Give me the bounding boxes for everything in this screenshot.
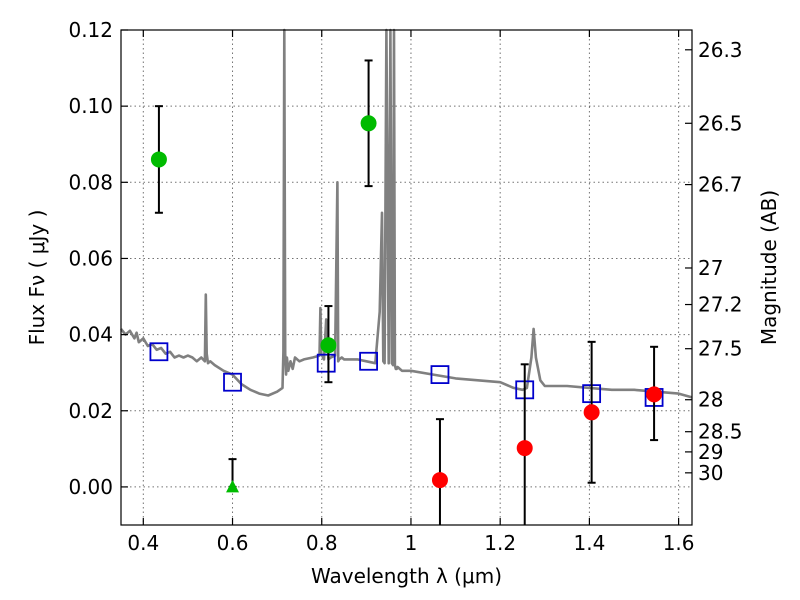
mag-tick-label: 28.5: [698, 420, 743, 444]
x-tick-label: 1: [405, 531, 418, 555]
data-point: [583, 404, 600, 421]
mag-tick-label: 27.2: [698, 293, 743, 317]
mag-tick-label: 27.5: [698, 337, 743, 361]
data-point: [516, 440, 533, 457]
x-tick-label: 1.6: [663, 531, 695, 555]
data-point: [360, 115, 377, 132]
mag-tick-label: 29: [698, 440, 723, 464]
y-axis-label: Flux Fν ( μJy ): [25, 210, 49, 346]
y-tick-label: 0.06: [68, 246, 113, 270]
data-point: [320, 337, 337, 354]
model-photometry-square: [149, 342, 169, 362]
x-tick-label: 1.2: [484, 531, 516, 555]
grid-layer: [121, 29, 692, 525]
errorbar-layer: [154, 59, 659, 525]
model-photometry-square: [223, 372, 242, 392]
spectrum-layer: [119, 28, 693, 399]
mag-tick-label: 26.5: [698, 111, 743, 135]
mag-tick-label: 26.3: [698, 38, 743, 62]
data-point: [150, 151, 167, 168]
data-points-layer: [150, 115, 663, 493]
y-tick-label: 0.10: [68, 94, 113, 118]
model-photometry-layer: [149, 342, 664, 407]
y-tick-label: 0.04: [68, 323, 113, 347]
upper-limit-marker: [226, 479, 240, 493]
axes-layer: [120, 29, 693, 526]
x-tick-label: 0.8: [306, 531, 338, 555]
mag-tick-label: 28: [698, 388, 723, 412]
y-tick-label: 0.00: [68, 475, 113, 499]
plot-frame: [120, 29, 693, 526]
labels-layer: 0.4 0.6 0.8 1 1.2 1.4 1.6 0.00 0.02 0.04 0.06 0.08 0…: [25, 18, 781, 588]
model-photometry-square: [316, 353, 336, 373]
data-point: [431, 472, 448, 489]
mag-tick-label: 27: [698, 256, 723, 280]
model-photometry-square: [430, 365, 450, 384]
x-tick-label: 0.6: [217, 531, 249, 555]
mag-tick-label: 30: [698, 461, 723, 485]
x-tick-label: 1.4: [573, 531, 605, 555]
data-point: [646, 386, 663, 403]
y2-axis-label: Magnitude (AB): [757, 190, 781, 345]
x-tick-label: 0.4: [127, 531, 159, 555]
spectrum-line: [119, 28, 693, 399]
model-photometry-square: [359, 351, 378, 371]
y-tick-label: 0.12: [68, 18, 113, 42]
mag-tick-label: 26.7: [698, 173, 743, 197]
y-tick-label: 0.08: [68, 170, 113, 194]
x-axis-label: Wavelength λ (μm): [311, 564, 502, 588]
y-tick-label: 0.02: [68, 399, 113, 423]
